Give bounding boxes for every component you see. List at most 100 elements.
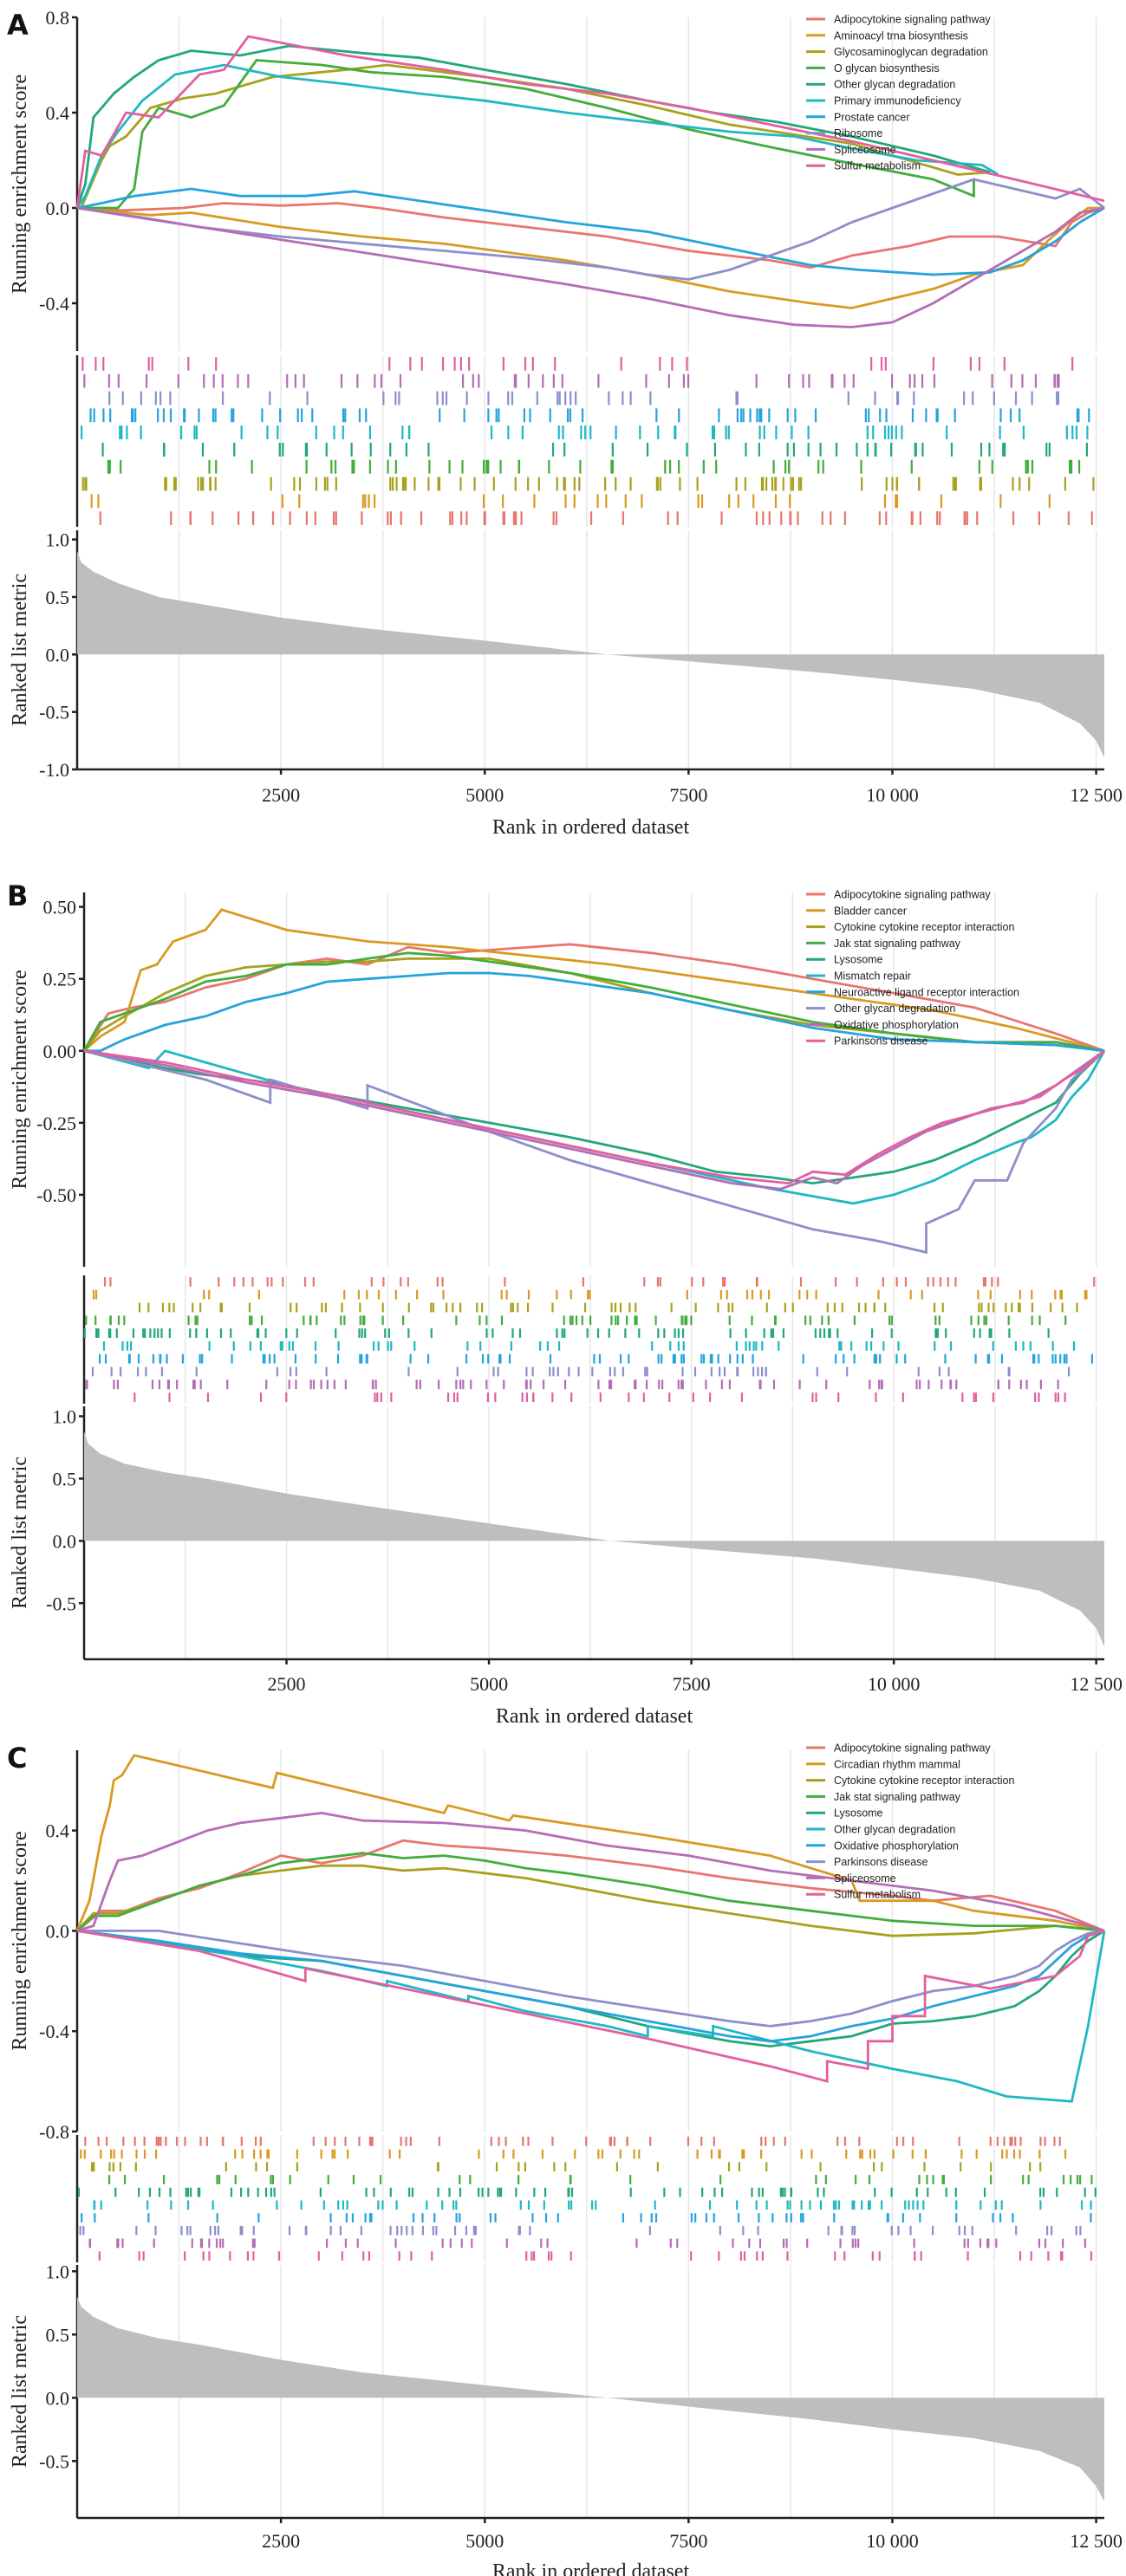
y-axis-title-rm: Ranked list metric	[9, 2315, 31, 2468]
x-tick-label: 10 000	[866, 784, 919, 806]
x-tick-label: 7500	[669, 784, 707, 806]
y-tick-label: 1.0	[46, 529, 70, 551]
legend-label: Mismatch repair	[834, 970, 911, 983]
y-tick-label: 0.00	[43, 1041, 77, 1062]
series-line-sulfur-metabolism	[75, 35, 1105, 209]
legend-label: Adipocytokine signaling pathway	[834, 1742, 991, 1755]
panel-c: C 0.4 0.0 -0.4 -0.8 Running enrichment score 1…	[7, 1742, 1123, 2576]
legend-label: Jak stat signaling pathway	[834, 938, 961, 950]
ranked-metric-area	[77, 2296, 1104, 2501]
y-axis-title-rm: Ranked list metric	[9, 574, 31, 726]
x-tick-label: 10 000	[868, 1673, 921, 1695]
legend: Adipocytokine signaling pathway Aminoacyl…	[806, 14, 991, 172]
ranked-metric-area	[84, 1431, 1104, 1647]
series-line-sulfur-metabolism	[76, 1930, 1105, 2083]
series-line-neuroactive-ligand-receptor-interaction	[84, 971, 1105, 1053]
legend: Adipocytokine signaling pathway Circadian…	[806, 1742, 1014, 1901]
legend: Adipocytokine signaling pathway Bladder c…	[806, 889, 1019, 1048]
x-tick-label: 10 000	[866, 2530, 919, 2552]
legend-label: Spliceosome	[834, 1872, 896, 1885]
y-axis-title-rm: Ranked list metric	[9, 1457, 31, 1609]
y-tick-label: 0.25	[43, 969, 77, 990]
legend-label: Sulfur metabolism	[834, 1889, 921, 1901]
y-tick-label: 0.0	[53, 1530, 77, 1552]
y-tick-label: -0.4	[39, 293, 69, 315]
legend-label: Cytokine cytokine receptor interaction	[834, 921, 1014, 933]
legend-label: Oxidative phosphorylation	[834, 1840, 959, 1852]
series-line-jak-stat-signaling-pathway	[76, 1852, 1105, 1932]
series-line-primary-immunodeficiency	[75, 63, 999, 209]
y-tick-label: -0.8	[39, 2121, 69, 2143]
panel-letter: C	[7, 1742, 27, 1775]
legend-label: Other glycan degradation	[834, 79, 955, 91]
legend-label: Oxidative phosphorylation	[834, 1019, 959, 1031]
y-tick-label: -0.5	[39, 702, 69, 723]
es-lines	[75, 1754, 1106, 2103]
legend-label: Circadian rhythm mammal	[834, 1758, 960, 1770]
series-line-other-glycan-degradation	[75, 44, 991, 209]
y-tick-label: 0.4	[46, 1820, 70, 1842]
series-line-spliceosome	[76, 206, 1105, 328]
x-tick-label: 2500	[262, 2530, 300, 2552]
legend-label: Sulfur metabolism	[834, 160, 921, 172]
panel-a: A 0.8 0.4 0.0 -0.4 Running enrichment score 1.…	[7, 7, 1123, 839]
ranked-metric-area	[77, 550, 1104, 758]
gridlines	[185, 892, 1097, 1659]
x-tick-label: 2500	[262, 784, 300, 806]
series-line-adipocytokine-signaling-pathway	[76, 1839, 1105, 1932]
x-tick-label: 5000	[470, 1673, 508, 1695]
series-line-other-glycan-degradation	[76, 1930, 1106, 2103]
x-axis-title: Rank in ordered dataset	[492, 2560, 690, 2576]
hit-marks	[82, 1275, 1096, 1404]
es-lines	[82, 908, 1106, 1255]
y-tick-label: 0.0	[46, 2387, 70, 2409]
x-axis-title: Rank in ordered dataset	[492, 816, 690, 839]
legend-label: O glycan biosynthesis	[834, 62, 940, 75]
x-tick-label: 12 500	[1070, 2530, 1123, 2552]
series-line-circadian-rhythm-mammal	[75, 1754, 1105, 1932]
legend-label: Parkinsons disease	[834, 1035, 927, 1048]
y-tick-label: 0.5	[53, 1468, 77, 1489]
y-tick-label: -0.5	[39, 2450, 69, 2472]
x-tick-label: 7500	[669, 2530, 707, 2552]
hit-marks	[75, 355, 1095, 527]
legend-label: Bladder cancer	[834, 905, 907, 917]
legend-label: Primary immunodeficiency	[834, 95, 961, 107]
y-tick-label: 0.0	[46, 644, 70, 665]
legend-label: Prostate cancer	[834, 111, 910, 123]
x-tick-label: 12 500	[1070, 1673, 1123, 1695]
y-tick-label: -1.0	[39, 759, 69, 781]
x-axis-title: Rank in ordered dataset	[496, 1705, 693, 1728]
series-line-parkinsons-disease	[77, 1930, 1105, 2028]
legend-label: Adipocytokine signaling pathway	[834, 889, 991, 901]
x-tick-label: 2500	[268, 1673, 306, 1695]
y-tick-label: 1.0	[53, 1406, 77, 1428]
series-line-mismatch-repair	[83, 1049, 1106, 1205]
legend-label: Jak stat signaling pathway	[834, 1791, 961, 1803]
legend-label: Neuroactive ligand receptor interaction	[834, 986, 1019, 998]
panel-letter: B	[7, 879, 28, 912]
series-line-o-glycan-biosynthesis	[77, 59, 975, 210]
legend-label: Parkinsons disease	[834, 1856, 927, 1868]
y-tick-label: 0.50	[43, 897, 77, 918]
x-tick-label: 7500	[673, 1673, 711, 1695]
legend-label: Spliceosome	[834, 144, 896, 156]
x-tick-label: 5000	[465, 2530, 504, 2552]
series-line-aminoacyl-trna-biosynthesis	[76, 206, 1104, 309]
y-tick-label: 0.5	[46, 2324, 70, 2346]
legend-label: Glycosaminoglycan degradation	[834, 46, 988, 58]
y-tick-label: 0.5	[46, 587, 70, 608]
series-line-parkinsons-disease	[83, 1049, 1105, 1185]
y-tick-label: 1.0	[46, 2261, 70, 2282]
series-line-spliceosome	[76, 1811, 1105, 1932]
series-line-ribosome	[76, 178, 1105, 281]
legend-label: Lysosome	[834, 1807, 883, 1820]
legend-label: Other glycan degradation	[834, 1824, 955, 1836]
legend-label: Lysosome	[834, 954, 883, 966]
series-line-prostate-cancer	[76, 187, 1105, 276]
y-axis-title-es: Running enrichment score	[9, 970, 31, 1189]
legend-label: Ribosome	[834, 127, 882, 140]
y-tick-label: 0.0	[46, 1920, 70, 1942]
